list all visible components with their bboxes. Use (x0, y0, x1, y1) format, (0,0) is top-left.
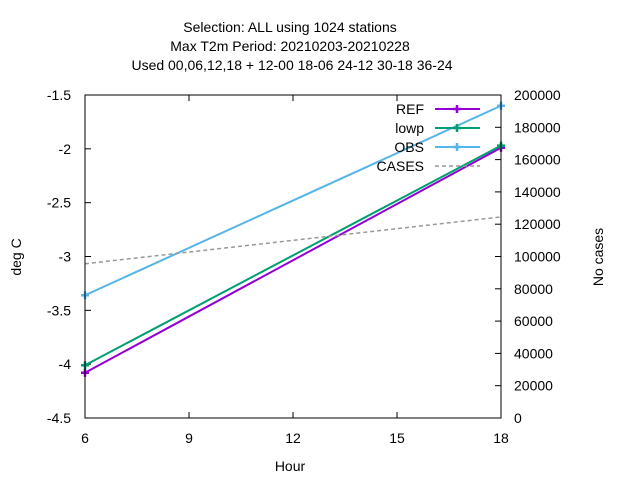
legend: REF lowp OBS CASES (377, 101, 480, 174)
y2-tick-label-4: 80000 (514, 281, 553, 297)
y2-tick-label-7: 140000 (514, 184, 561, 200)
series-line-lowp (84, 144, 502, 367)
x-tick-label-2: 12 (285, 430, 301, 446)
legend-label-lowp: lowp (395, 120, 424, 136)
x-axis-label: Hour (275, 458, 306, 474)
chart-title-line-3: Used 00,06,12,18 + 12-00 18-06 24-12 30-… (131, 57, 452, 73)
y-tick-label-5: -2 (59, 141, 72, 157)
y-tick-label-4: -2.5 (47, 195, 71, 211)
series-line-obs (84, 104, 502, 297)
y2-tick-label-10: 200000 (514, 87, 561, 103)
series-group (81, 101, 505, 377)
x-tick-label-3: 15 (389, 430, 405, 446)
y2-tick-label-2: 40000 (514, 345, 553, 361)
y-tick-label-3: -3 (59, 249, 72, 265)
chart-title-line-1: Selection: ALL using 1024 stations (183, 19, 397, 35)
y-tick-label-0: -4.5 (47, 410, 71, 426)
legend-marker-lowp (453, 124, 461, 132)
series-line-ref (84, 146, 502, 374)
legend-marker-obs (453, 143, 461, 151)
y2-tick-label-9: 180000 (514, 119, 561, 135)
tick-labels: 6 9 12 15 18 -4.5 -4 -3.5 -3 -2.5 -2 -1.5 0 20000 4000… (47, 87, 561, 446)
plot-frame (84, 94, 502, 419)
y2-tick-label-0: 0 (514, 410, 522, 426)
x-tick-label-4: 18 (493, 430, 509, 446)
y2-tick-label-3: 60000 (514, 313, 553, 329)
y-tick-label-6: -1.5 (47, 87, 71, 103)
legend-label-obs: OBS (394, 139, 424, 155)
y-tick-label-2: -3.5 (47, 302, 71, 318)
y2-tick-label-8: 160000 (514, 152, 561, 168)
x-tick-label-1: 9 (185, 430, 193, 446)
y-axis-label: deg C (8, 238, 24, 275)
y-tick-label-1: -4 (59, 356, 72, 372)
legend-marker-ref (453, 105, 461, 113)
y2-tick-label-5: 100000 (514, 249, 561, 265)
chart-title-line-2: Max T2m Period: 20210203-20210228 (170, 38, 410, 54)
series-line-cases (84, 216, 502, 265)
legend-label-ref: REF (396, 101, 424, 117)
x-tick-label-0: 6 (81, 430, 89, 446)
y2-axis-label: No cases (590, 228, 606, 286)
y2-tick-label-6: 120000 (514, 216, 561, 232)
y2-tick-label-1: 20000 (514, 378, 553, 394)
legend-label-cases: CASES (377, 158, 424, 174)
